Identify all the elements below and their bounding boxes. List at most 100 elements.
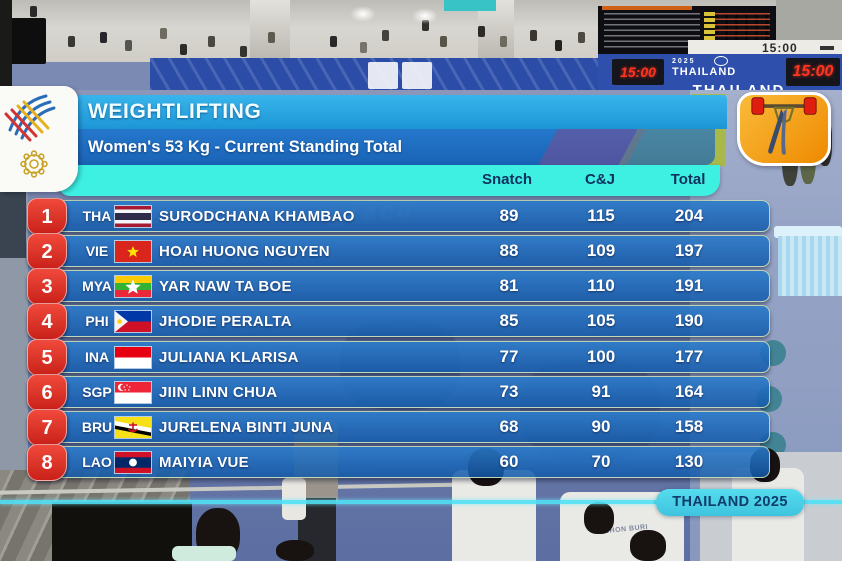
event-subtitle: Women's 53 Kg - Current Standing Total xyxy=(88,138,403,156)
athlete-name: JURELENA BINTI JUNA xyxy=(159,419,334,436)
snatch-value: 85 xyxy=(499,311,519,330)
weightlifting-pictogram-panel xyxy=(737,92,831,166)
athlete-name: JULIANA KLARISA xyxy=(159,349,299,366)
flag-tha-icon xyxy=(115,206,151,227)
sea-games-logo-panel xyxy=(0,86,78,192)
total-value: 177 xyxy=(674,347,704,366)
person xyxy=(452,470,536,561)
scoreboard-highlight-column xyxy=(704,12,715,50)
stairs xyxy=(250,0,290,60)
person-head xyxy=(630,530,666,561)
table-skirt xyxy=(778,236,842,296)
table-row: 1 THA SURODCHANA KHAMBAO 89 115 204 xyxy=(27,198,770,235)
total-value: 158 xyxy=(674,417,704,436)
table-row: 2 VIE HOAI HUONG NGUYEN 88 109 197 xyxy=(27,233,770,270)
snatch-value: 60 xyxy=(499,452,519,471)
person xyxy=(172,546,236,561)
country-code: PHI xyxy=(85,313,109,329)
column-header-band: Snatch C&J Total xyxy=(58,165,720,196)
table-row: 8 LAO MAIYIA VUE 60 70 130 xyxy=(27,444,770,481)
cj-value: 70 xyxy=(591,452,611,471)
flag-sgp-icon xyxy=(115,382,151,403)
country-code: LAO xyxy=(82,454,112,470)
wall-shadow xyxy=(0,188,26,258)
rank-badge: 4 xyxy=(27,303,67,340)
pillar xyxy=(444,0,496,11)
sea-games-logo-icon xyxy=(4,94,56,178)
total-value: 190 xyxy=(674,311,704,330)
cj-value: 91 xyxy=(591,382,611,401)
cj-value: 90 xyxy=(591,417,611,436)
snatch-value: 68 xyxy=(499,417,519,436)
competition-timer-left: 15:00 xyxy=(612,59,664,85)
athlete-name: JHODIE PERALTA xyxy=(159,313,292,330)
column-header-total: Total xyxy=(670,171,706,188)
speaker xyxy=(10,18,46,64)
cj-value: 109 xyxy=(586,241,616,260)
venue-clock: 15:00 xyxy=(762,41,798,55)
table-row: 4 PHI JHODIE PERALTA 85 105 190 xyxy=(27,303,770,340)
table-row: 6 SGP JIIN LINN CHUA 73 91 164 xyxy=(27,374,770,411)
athlete-name: YAR NAW TA BOE xyxy=(159,278,292,295)
spotlight xyxy=(350,6,376,22)
person-head xyxy=(276,540,314,561)
flag-lao-icon xyxy=(115,452,151,473)
total-value: 197 xyxy=(674,241,704,260)
cj-value: 100 xyxy=(586,347,616,366)
person-head xyxy=(584,502,614,534)
snatch-value: 88 xyxy=(499,241,519,260)
athlete-name: HOAI HUONG NGUYEN xyxy=(159,243,330,260)
lower-third-line xyxy=(0,500,842,504)
country-code: THA xyxy=(82,208,112,224)
snatch-value: 73 xyxy=(499,382,519,401)
board-title: THAILAND 2025 xyxy=(672,58,737,78)
flag-bru-icon xyxy=(115,417,151,438)
snatch-value: 77 xyxy=(499,347,519,366)
spotlight xyxy=(412,8,438,24)
officials-table xyxy=(774,226,842,238)
rank-badge: 3 xyxy=(27,268,67,305)
rank-badge: 5 xyxy=(27,339,67,376)
sport-title: WEIGHTLIFTING xyxy=(88,100,262,123)
sponsor-panel xyxy=(402,62,432,89)
bag xyxy=(282,478,306,520)
safety-net xyxy=(52,502,192,561)
table-row: 7 BRU JURELENA BINTI JUNA 68 90 158 xyxy=(27,409,770,446)
flag-vie-icon xyxy=(115,241,151,262)
athlete-name: MAIYIA VUE xyxy=(159,454,249,471)
rank-badge: 7 xyxy=(27,409,67,446)
cj-value: 115 xyxy=(587,206,615,225)
country-code: MYA xyxy=(82,278,112,294)
country-code: INA xyxy=(84,349,110,365)
country-code: BRU xyxy=(81,419,113,435)
flag-ina-icon xyxy=(115,347,151,368)
spectators xyxy=(30,6,37,17)
snatch-value: 89 xyxy=(499,206,519,225)
athlete-name: JIIN LINN CHUA xyxy=(159,384,278,401)
event-subtitle-band: Women's 53 Kg - Current Standing Total xyxy=(60,129,715,165)
column-header-cj: C&J xyxy=(584,171,616,188)
country-code: SGP xyxy=(82,384,112,400)
rank-badge: 6 xyxy=(27,374,67,411)
games-logo-icon xyxy=(714,56,728,66)
sport-title-band: WEIGHTLIFTING xyxy=(60,95,727,129)
wall xyxy=(776,0,842,42)
total-value: 130 xyxy=(674,452,704,471)
total-value: 204 xyxy=(674,206,704,225)
table-row: 5 INA JULIANA KLARISA 77 100 177 xyxy=(27,339,770,376)
flag-phi-icon xyxy=(115,311,151,332)
column-header-snatch: Snatch xyxy=(481,171,533,188)
cj-value: 110 xyxy=(587,276,615,295)
crowd-shadow xyxy=(520,360,660,460)
country-code: VIE xyxy=(85,243,109,259)
table-row: 3 MYA YAR NAW TA BOE 81 110 191 xyxy=(27,268,770,305)
competition-timer-right: 15:00 xyxy=(786,58,840,86)
frame-edge xyxy=(0,0,12,96)
total-value: 191 xyxy=(674,276,704,295)
scoreboard-header-bar xyxy=(602,6,692,10)
snatch-value: 81 xyxy=(499,276,519,295)
rank-badge: 2 xyxy=(27,233,67,270)
event-badge: THAILAND 2025 xyxy=(656,489,804,516)
sponsor-panel xyxy=(368,62,398,89)
